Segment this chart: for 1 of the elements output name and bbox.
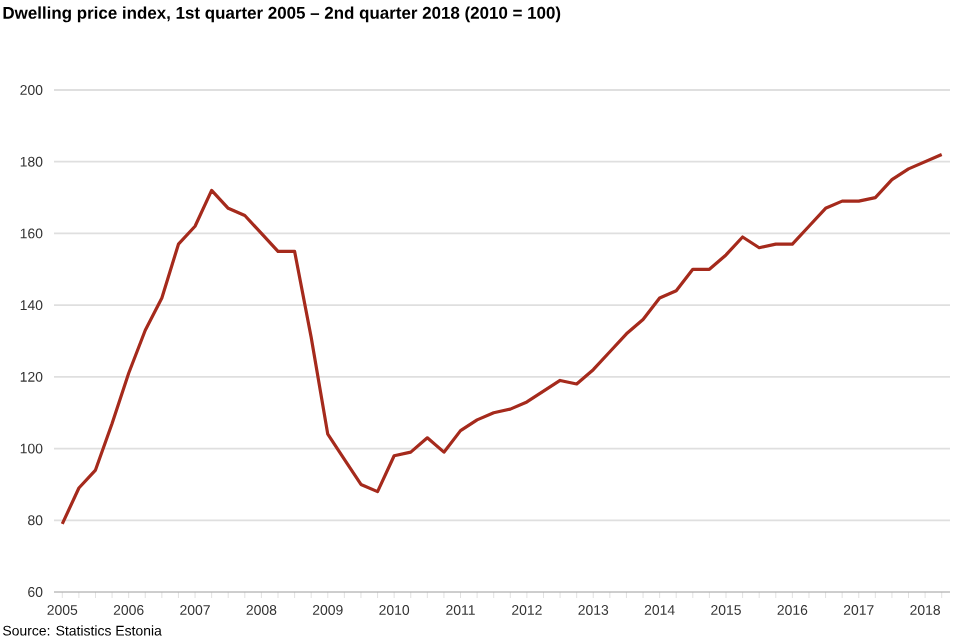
chart-title: Dwelling price index, 1st quarter 2005 – 2nd quarter 2018 (2010 = 100) xyxy=(3,6,561,23)
